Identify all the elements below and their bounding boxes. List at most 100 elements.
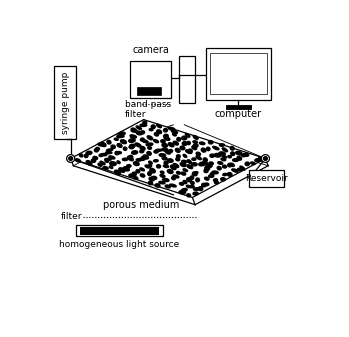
Ellipse shape: [255, 159, 261, 161]
Ellipse shape: [79, 154, 83, 157]
Text: syringe pump: syringe pump: [61, 71, 70, 134]
Ellipse shape: [136, 131, 142, 135]
Ellipse shape: [155, 184, 160, 187]
Ellipse shape: [193, 172, 198, 174]
Ellipse shape: [140, 138, 144, 141]
Ellipse shape: [190, 185, 194, 188]
Ellipse shape: [164, 134, 168, 138]
Ellipse shape: [160, 175, 165, 177]
Ellipse shape: [228, 163, 232, 167]
Ellipse shape: [141, 131, 144, 134]
Ellipse shape: [140, 174, 145, 177]
Bar: [210, 53, 267, 94]
Ellipse shape: [134, 162, 139, 165]
Ellipse shape: [172, 133, 176, 136]
Ellipse shape: [136, 126, 141, 129]
Ellipse shape: [103, 166, 108, 169]
Ellipse shape: [173, 175, 179, 178]
Ellipse shape: [190, 176, 194, 179]
Ellipse shape: [193, 192, 198, 195]
Ellipse shape: [230, 163, 234, 166]
Ellipse shape: [179, 190, 186, 194]
Ellipse shape: [164, 161, 168, 164]
Ellipse shape: [214, 153, 221, 157]
Ellipse shape: [114, 170, 120, 175]
Ellipse shape: [148, 164, 152, 167]
Ellipse shape: [154, 150, 158, 153]
Bar: [76, 225, 163, 236]
Ellipse shape: [205, 177, 209, 180]
Ellipse shape: [94, 149, 98, 152]
Ellipse shape: [188, 149, 192, 153]
Ellipse shape: [199, 162, 206, 166]
Ellipse shape: [156, 149, 162, 151]
Ellipse shape: [136, 170, 140, 173]
Ellipse shape: [98, 163, 102, 166]
Ellipse shape: [227, 173, 232, 176]
Ellipse shape: [165, 185, 170, 188]
Ellipse shape: [170, 184, 176, 187]
Ellipse shape: [110, 166, 113, 168]
Ellipse shape: [259, 157, 263, 161]
Ellipse shape: [159, 181, 165, 184]
Ellipse shape: [231, 152, 235, 155]
Ellipse shape: [177, 155, 180, 158]
Ellipse shape: [140, 124, 147, 126]
Ellipse shape: [177, 172, 180, 174]
Bar: [130, 61, 171, 97]
Ellipse shape: [157, 165, 161, 168]
Ellipse shape: [230, 147, 234, 150]
Ellipse shape: [148, 172, 151, 176]
Ellipse shape: [100, 142, 106, 147]
Ellipse shape: [109, 156, 115, 159]
Ellipse shape: [209, 162, 213, 165]
Ellipse shape: [244, 153, 249, 156]
Ellipse shape: [228, 156, 231, 158]
Ellipse shape: [186, 150, 192, 153]
Ellipse shape: [133, 177, 138, 179]
Ellipse shape: [214, 181, 218, 184]
Ellipse shape: [210, 173, 214, 176]
Ellipse shape: [157, 124, 161, 128]
Ellipse shape: [187, 178, 192, 182]
Ellipse shape: [171, 130, 178, 133]
Ellipse shape: [182, 136, 187, 140]
Ellipse shape: [237, 156, 242, 160]
Ellipse shape: [185, 133, 190, 137]
Ellipse shape: [206, 147, 210, 151]
Ellipse shape: [86, 151, 92, 154]
Ellipse shape: [128, 156, 133, 161]
Ellipse shape: [163, 165, 169, 167]
Ellipse shape: [237, 168, 242, 171]
Ellipse shape: [105, 158, 111, 160]
Ellipse shape: [208, 141, 213, 144]
Ellipse shape: [111, 145, 115, 149]
Ellipse shape: [222, 155, 227, 158]
Ellipse shape: [182, 160, 187, 163]
Ellipse shape: [114, 138, 118, 140]
Ellipse shape: [143, 155, 148, 159]
Ellipse shape: [115, 151, 119, 155]
Ellipse shape: [205, 166, 210, 170]
Ellipse shape: [150, 168, 155, 173]
Ellipse shape: [120, 132, 125, 134]
Ellipse shape: [221, 178, 225, 181]
Ellipse shape: [212, 171, 218, 174]
Ellipse shape: [135, 143, 141, 147]
Ellipse shape: [183, 169, 187, 172]
Ellipse shape: [127, 164, 131, 167]
Ellipse shape: [205, 183, 209, 186]
Ellipse shape: [167, 159, 173, 162]
Ellipse shape: [136, 159, 142, 161]
Ellipse shape: [117, 161, 120, 163]
Text: filter: filter: [61, 212, 83, 221]
Ellipse shape: [129, 139, 135, 142]
Ellipse shape: [192, 158, 196, 160]
Ellipse shape: [187, 142, 190, 145]
Ellipse shape: [96, 147, 99, 150]
Ellipse shape: [132, 151, 138, 154]
Ellipse shape: [129, 174, 133, 177]
Ellipse shape: [141, 157, 145, 160]
Ellipse shape: [91, 159, 96, 162]
Ellipse shape: [140, 146, 145, 150]
